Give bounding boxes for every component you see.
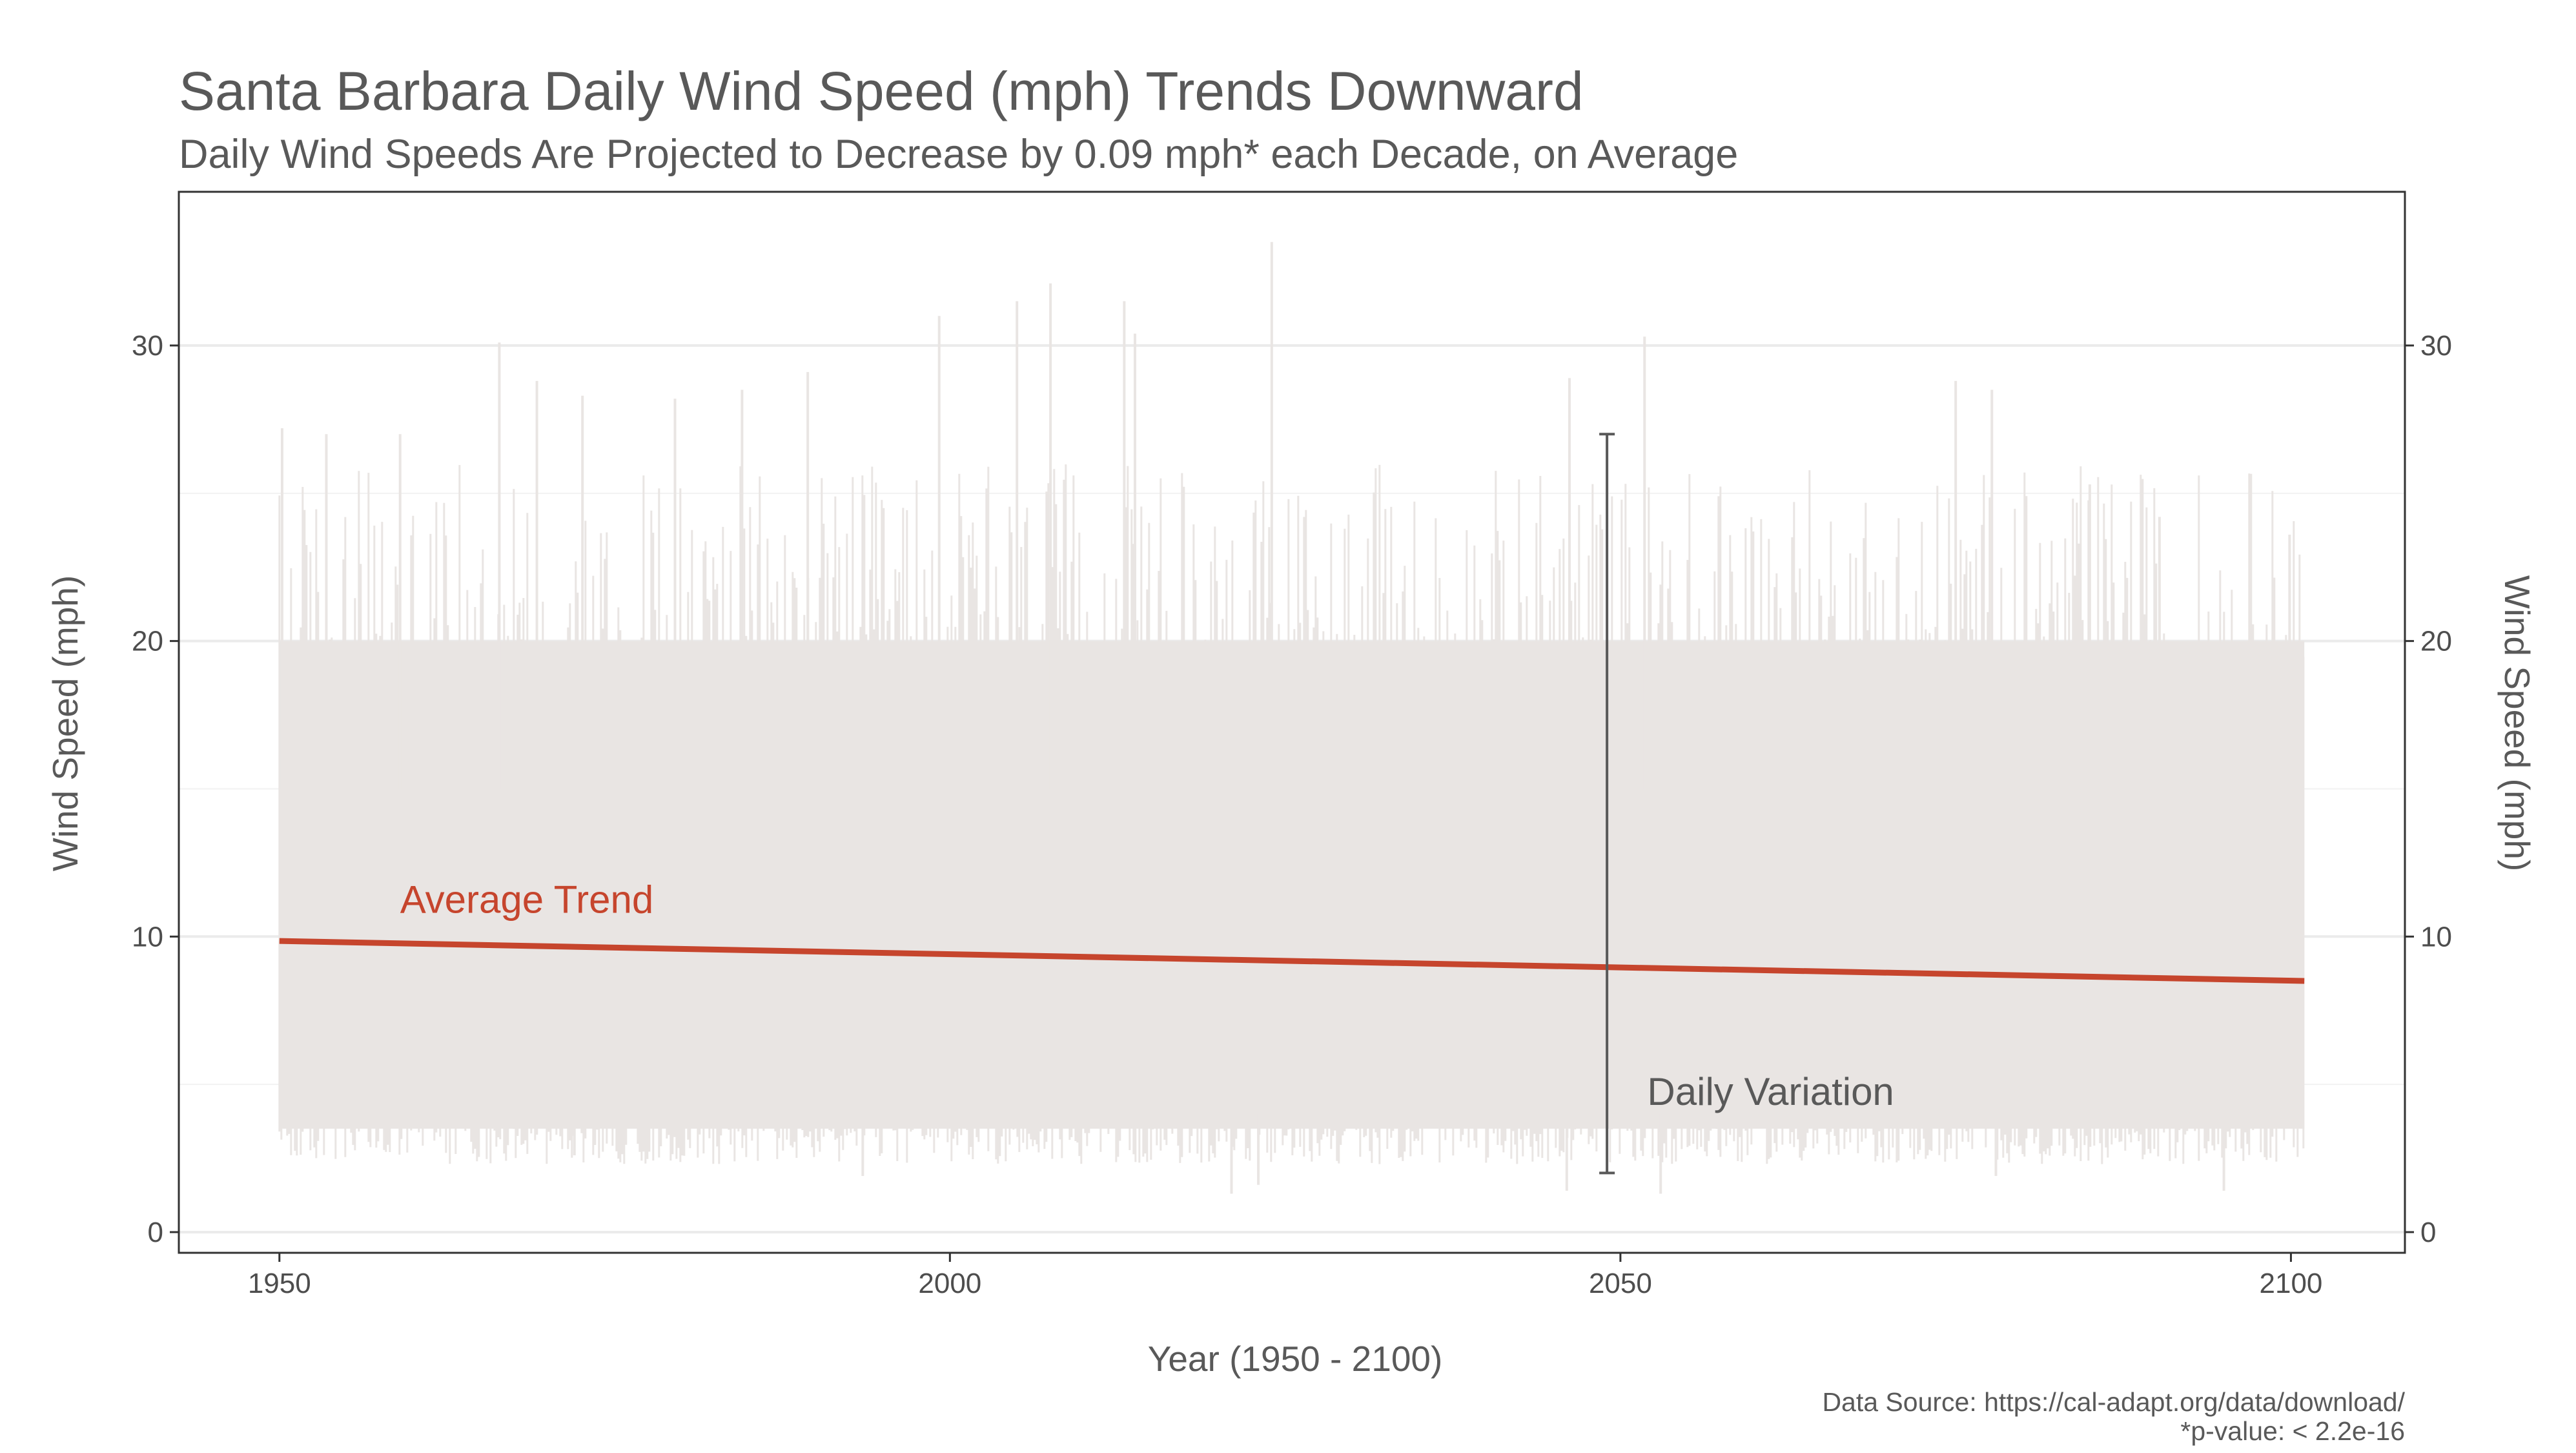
y-tick-label-right: 20 bbox=[2420, 626, 2452, 657]
plot-area: Average Trend Daily Variation 0 0 10 10 20 20 30… bbox=[132, 191, 2452, 1299]
plot-panel-border bbox=[178, 191, 2406, 1254]
p-value-caption: *p-value: < 2.2e-16 bbox=[2180, 1416, 2405, 1446]
x-tick-label: 2100 bbox=[2260, 1268, 2323, 1299]
x-tick-label: 2050 bbox=[1589, 1268, 1652, 1299]
x-axis-label: Year (1950 - 2100) bbox=[1148, 1339, 1443, 1379]
y-tick-label-left: 10 bbox=[132, 921, 163, 953]
y-tick-label-right: 10 bbox=[2420, 921, 2452, 953]
daily-wind-spikes bbox=[278, 464, 2305, 1164]
y-tick-label-right: 0 bbox=[2420, 1217, 2436, 1248]
y-tick-label-right: 30 bbox=[2420, 330, 2452, 362]
daily-wind-series bbox=[278, 242, 2305, 1194]
y-tick-label-left: 20 bbox=[132, 626, 163, 657]
y-tick-label-left: 30 bbox=[132, 330, 163, 362]
y-axis-label-right: Wind Speed (mph) bbox=[2497, 575, 2537, 872]
chart-subtitle: Daily Wind Speeds Are Projected to Decre… bbox=[179, 132, 1738, 177]
trend-line bbox=[279, 938, 2305, 984]
y-axis-label-left: Wind Speed (mph) bbox=[45, 575, 85, 872]
y-tick-label-left: 0 bbox=[148, 1217, 163, 1248]
chart-title: Santa Barbara Daily Wind Speed (mph) Tre… bbox=[179, 61, 1584, 121]
data-source-caption: Data Source: https://cal-adapt.org/data/… bbox=[1822, 1387, 2405, 1417]
x-tick-label: 2000 bbox=[918, 1268, 981, 1299]
variation-annotation-label: Daily Variation bbox=[1647, 1070, 1894, 1113]
x-tick-label: 1950 bbox=[248, 1268, 311, 1299]
trend-annotation-label: Average Trend bbox=[400, 878, 654, 922]
